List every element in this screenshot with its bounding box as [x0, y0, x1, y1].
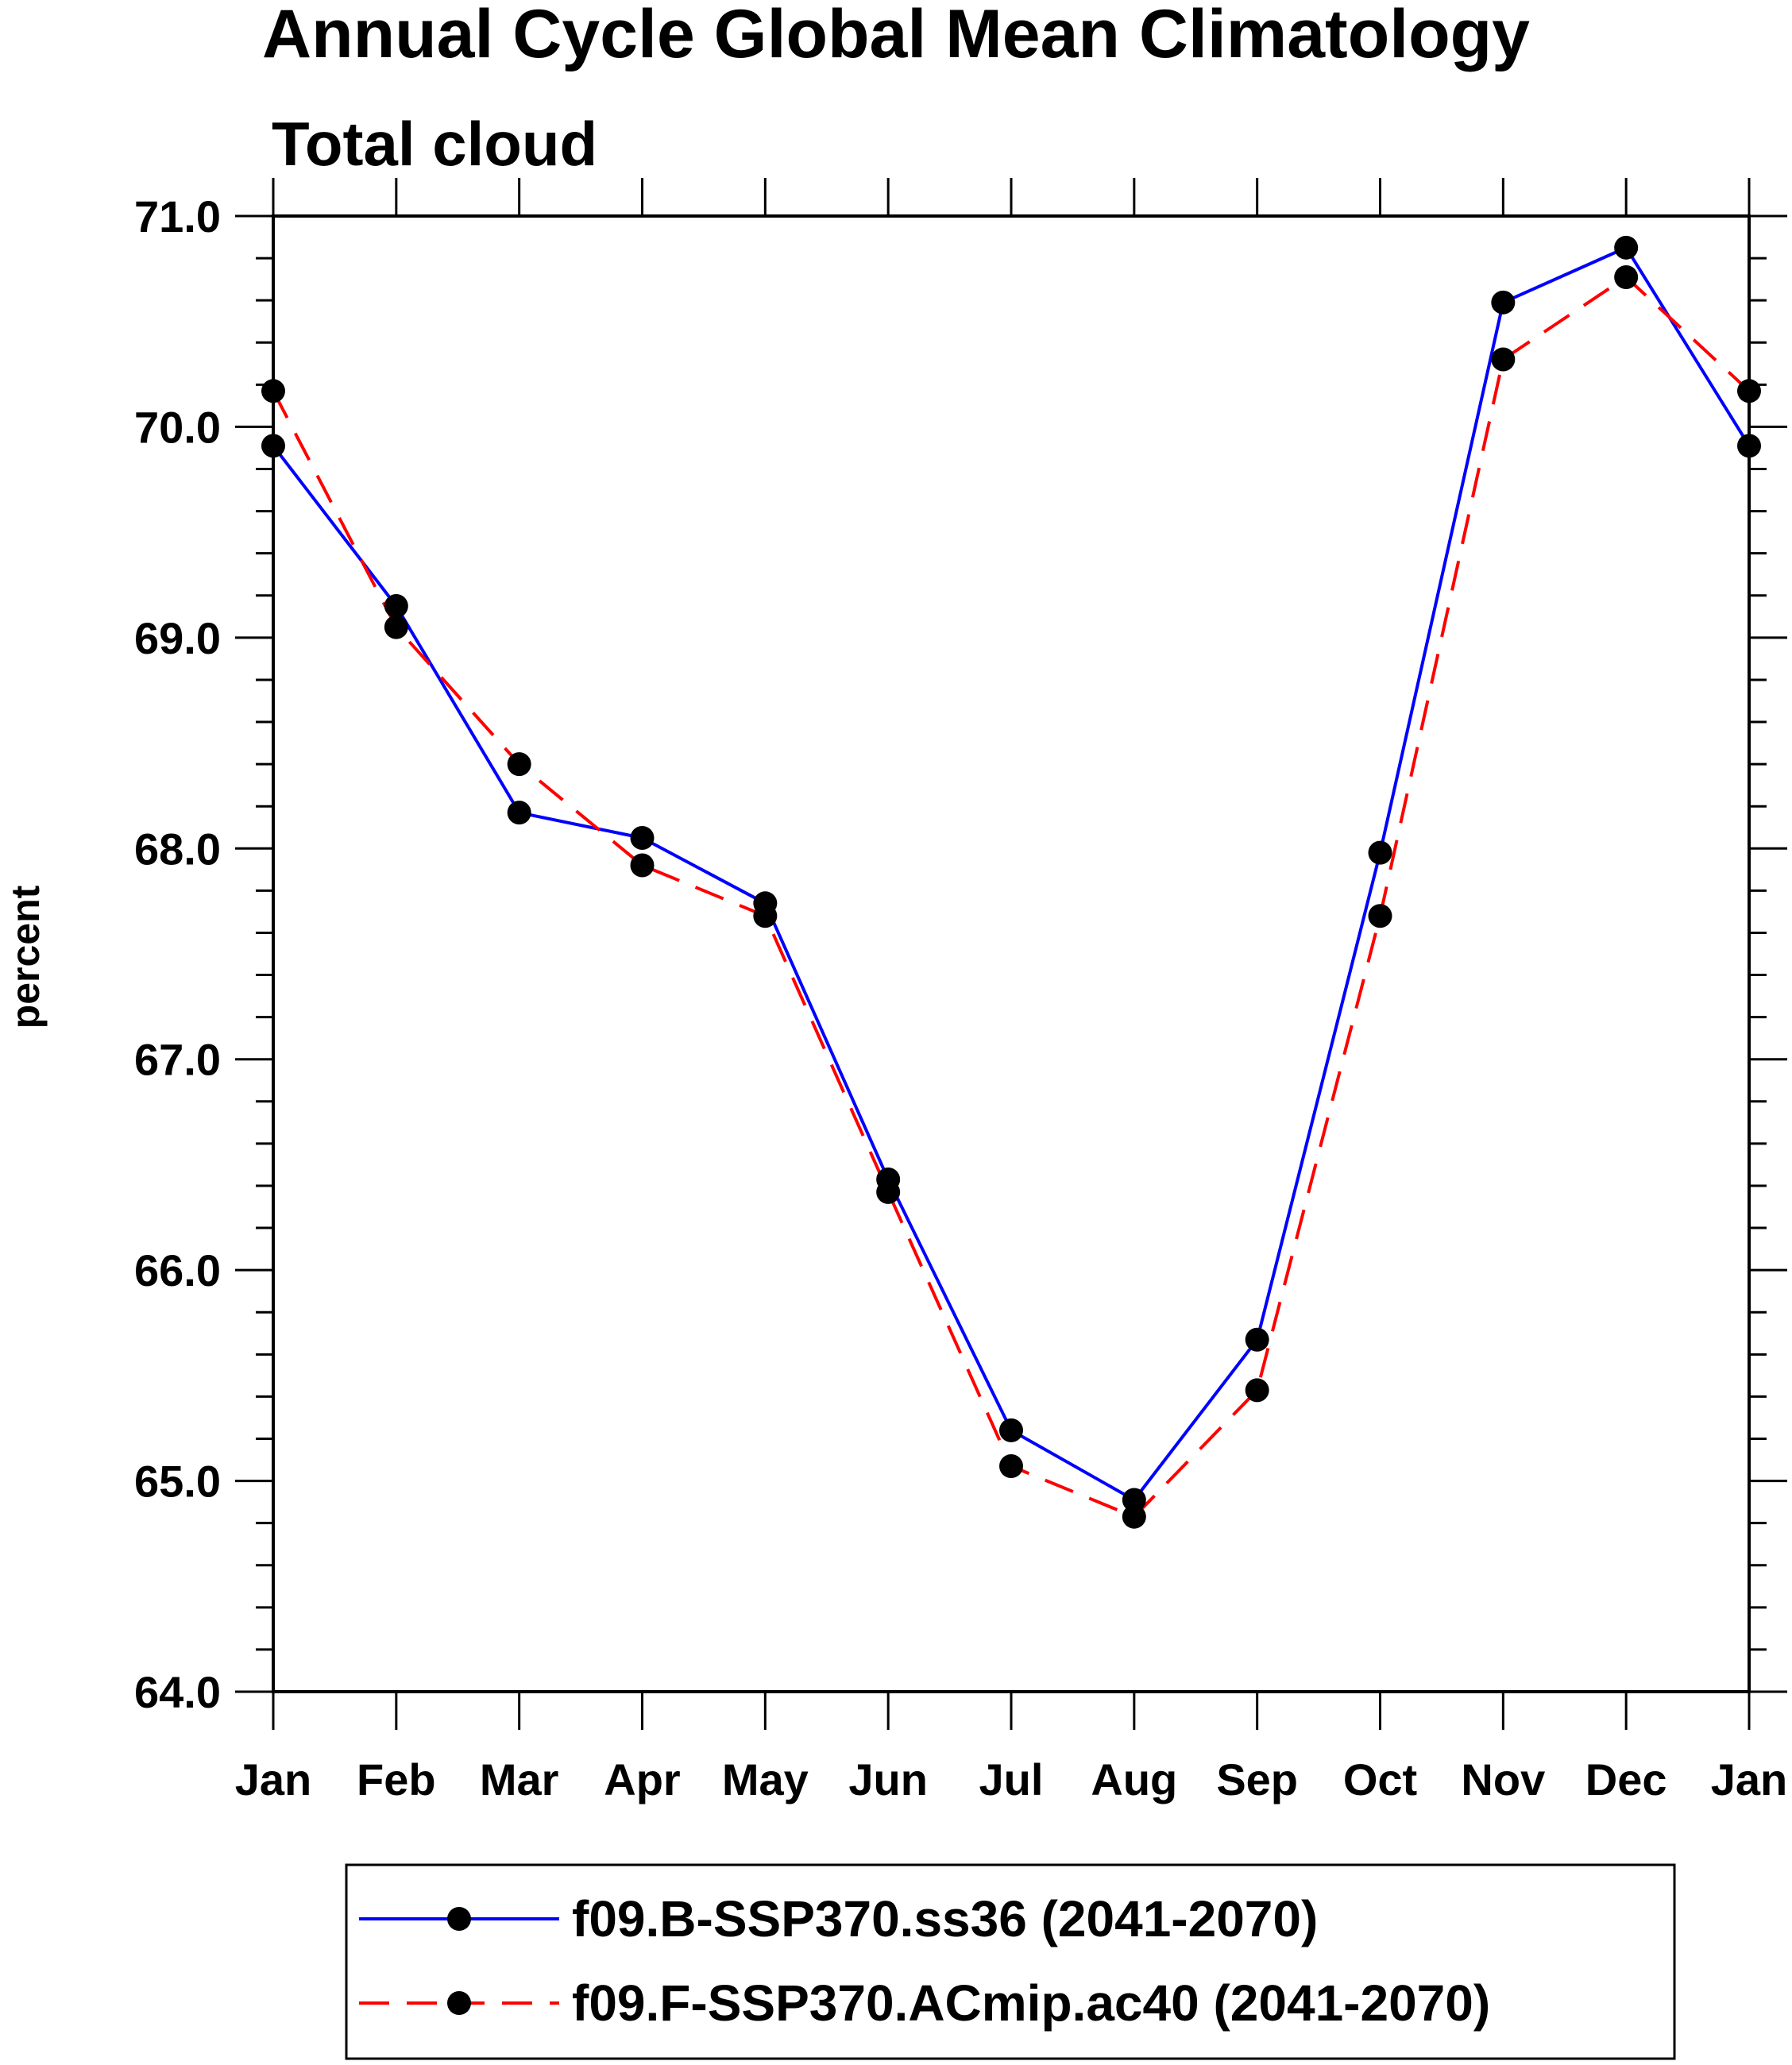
legend-marker-series-1 — [447, 1907, 471, 1931]
data-point-series-2 — [261, 379, 285, 403]
data-point-series-1 — [1737, 434, 1761, 458]
legend — [345, 1863, 1676, 2060]
y-tick-label: 66.0 — [134, 1245, 221, 1295]
chart-subtitle: Total cloud — [272, 109, 598, 179]
data-point-series-2 — [630, 853, 655, 878]
y-tick-label: 68.0 — [134, 824, 221, 874]
x-tick-label: May — [722, 1754, 809, 1804]
data-point-series-1 — [261, 434, 285, 458]
data-point-series-2 — [1614, 264, 1639, 289]
x-tick-label: Mar — [480, 1754, 559, 1804]
legend-box — [345, 1863, 1676, 2060]
plot-frame — [272, 214, 1751, 1693]
legend-label-series-1: f09.B-SSP370.ss36 (2041-2070) — [572, 1890, 1319, 1947]
data-point-series-1 — [1245, 1327, 1269, 1352]
x-tick-label: Jan — [235, 1754, 312, 1804]
data-point-series-1 — [1491, 290, 1516, 315]
y-tick-label: 69.0 — [134, 613, 221, 663]
y-tick-label: 70.0 — [134, 402, 221, 452]
data-point-series-1 — [507, 801, 531, 825]
data-point-series-2 — [753, 904, 778, 928]
data-point-series-1 — [999, 1418, 1023, 1442]
x-tick-label: Apr — [604, 1754, 680, 1804]
x-tick-label: Sep — [1216, 1754, 1298, 1804]
y-tick-label: 71.0 — [134, 191, 221, 241]
y-tick-label: 65.0 — [134, 1457, 221, 1507]
data-point-series-1 — [384, 594, 408, 619]
data-point-series-2 — [1491, 347, 1516, 372]
data-point-series-2 — [1368, 904, 1392, 928]
data-point-series-1 — [1122, 1488, 1146, 1512]
data-point-series-2 — [507, 752, 531, 777]
data-point-series-1 — [630, 826, 655, 851]
x-tick-label: Feb — [357, 1754, 436, 1804]
chart-title: Annual Cycle Global Mean Climatology — [261, 0, 1531, 72]
data-point-series-2 — [1737, 379, 1761, 403]
series-lines — [272, 245, 1751, 1519]
x-tick-label: Jan — [1711, 1754, 1788, 1804]
data-point-series-2 — [1245, 1378, 1269, 1403]
x-tick-label: Jul — [979, 1754, 1044, 1804]
legend-marker-series-2 — [447, 1991, 471, 2015]
series-points — [261, 235, 1761, 1529]
y-tick-label: 67.0 — [134, 1035, 221, 1085]
data-point-series-1 — [1614, 235, 1639, 260]
data-point-series-2 — [999, 1453, 1023, 1478]
x-tick-label: Oct — [1343, 1754, 1417, 1804]
legend-label-series-2: f09.F-SSP370.ACmip.ac40 (2041-2070) — [572, 1974, 1491, 2032]
y-tick-label: 64.0 — [134, 1667, 221, 1717]
x-tick-label: Jun — [848, 1754, 928, 1804]
data-point-series-1 — [1368, 840, 1392, 865]
x-tick-label: Nov — [1461, 1754, 1545, 1804]
tick-labels: Jan Feb Mar Apr May Jun Jul Aug Sep Oct Nov Dec Jan 6… — [134, 191, 1787, 1804]
data-point-series-2 — [384, 615, 408, 639]
series-line-1 — [272, 245, 1751, 1502]
x-tick-label: Dec — [1585, 1754, 1667, 1804]
axis-ticks — [235, 178, 1787, 1730]
data-point-series-2 — [876, 1179, 901, 1204]
series-line-2 — [272, 276, 1751, 1519]
data-point-series-2 — [1122, 1504, 1146, 1529]
x-tick-label: Aug — [1091, 1754, 1177, 1804]
